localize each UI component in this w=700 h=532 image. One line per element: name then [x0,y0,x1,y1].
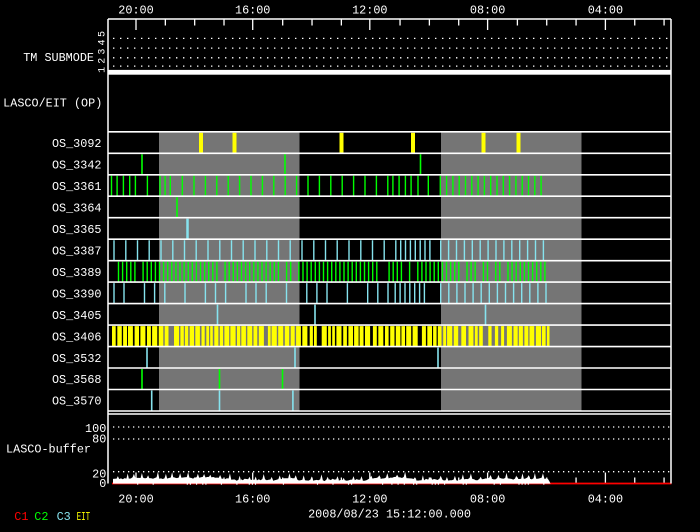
svg-text:04:00: 04:00 [588,3,623,17]
svg-text:5: 5 [98,31,109,37]
svg-text:1: 1 [98,67,109,73]
svg-text:C3: C3 [57,510,71,524]
svg-text:100: 100 [85,422,106,436]
svg-text:4: 4 [98,39,109,45]
svg-text:OS_3390: OS_3390 [52,287,102,301]
svg-text:OS_3389: OS_3389 [52,266,102,280]
svg-text:C1: C1 [14,510,28,524]
svg-text:08:00: 08:00 [470,492,505,506]
svg-text:OS_3570: OS_3570 [52,395,102,409]
svg-text:0: 0 [99,477,106,491]
svg-text:OS_3568: OS_3568 [52,373,102,387]
svg-text:20:00: 20:00 [118,492,153,506]
svg-text:OS_3387: OS_3387 [52,244,102,258]
svg-text:16:00: 16:00 [235,492,270,506]
svg-text:TM SUBMODE: TM SUBMODE [23,51,94,65]
svg-text:08:00: 08:00 [470,3,505,17]
svg-text:OS_3405: OS_3405 [52,309,102,323]
svg-text:OS_3365: OS_3365 [52,223,102,237]
svg-text:OS_3364: OS_3364 [52,201,102,215]
svg-text:20:00: 20:00 [118,3,153,17]
svg-text:OS_3406: OS_3406 [52,330,102,344]
svg-text:20: 20 [92,467,106,481]
svg-text:2008/08/23 15:12:00.000: 2008/08/23 15:12:00.000 [308,508,471,522]
svg-text:OS_3342: OS_3342 [52,158,102,172]
svg-text:3: 3 [98,49,109,55]
svg-text:12:00: 12:00 [352,3,387,17]
svg-text:2: 2 [98,58,109,64]
svg-text:12:00: 12:00 [352,492,387,506]
svg-text:C2: C2 [34,510,48,524]
svg-text:OS_3092: OS_3092 [52,137,102,151]
svg-text:OS_3532: OS_3532 [52,352,102,366]
svg-text:16:00: 16:00 [235,3,270,17]
svg-text:OS_3361: OS_3361 [52,180,102,194]
svg-text:80: 80 [92,433,106,447]
svg-text:EIT: EIT [77,510,91,524]
svg-text:04:00: 04:00 [588,492,623,506]
svg-text:LASCO/EIT (OP): LASCO/EIT (OP) [3,97,102,111]
svg-text:LASCO-buffer: LASCO-buffer [6,443,91,457]
